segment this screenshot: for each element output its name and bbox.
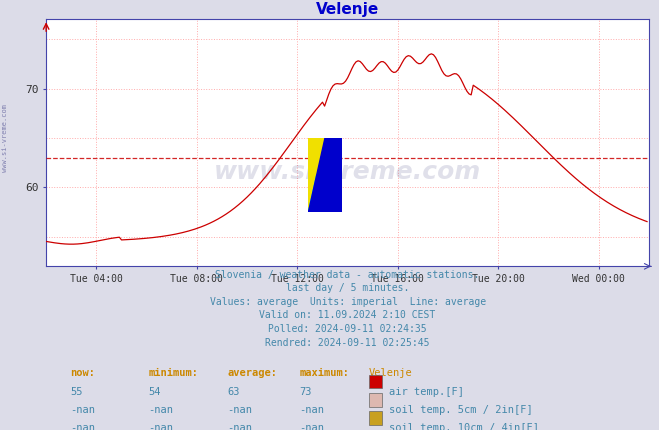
Bar — [369, 412, 382, 425]
Text: soil temp. 10cm / 4in[F]: soil temp. 10cm / 4in[F] — [389, 423, 539, 430]
Text: -nan: -nan — [71, 423, 96, 430]
Text: 63: 63 — [227, 387, 239, 396]
Text: -nan: -nan — [71, 405, 96, 415]
Bar — [369, 393, 382, 407]
Text: www.si-vreme.com: www.si-vreme.com — [214, 160, 481, 184]
Title: Velenje: Velenje — [316, 2, 379, 17]
Text: now:: now: — [71, 369, 96, 378]
Text: -nan: -nan — [149, 405, 173, 415]
Text: 55: 55 — [71, 387, 83, 396]
Text: 73: 73 — [299, 387, 312, 396]
Text: -nan: -nan — [227, 423, 252, 430]
Text: -nan: -nan — [149, 423, 173, 430]
Text: 54: 54 — [149, 387, 161, 396]
Text: www.si-vreme.com: www.si-vreme.com — [2, 104, 9, 172]
Text: Velenje: Velenje — [369, 369, 413, 378]
Text: minimum:: minimum: — [149, 369, 198, 378]
Text: soil temp. 5cm / 2in[F]: soil temp. 5cm / 2in[F] — [389, 405, 533, 415]
Text: -nan: -nan — [227, 405, 252, 415]
Text: air temp.[F]: air temp.[F] — [389, 387, 464, 396]
Text: -nan: -nan — [299, 405, 324, 415]
Text: Slovenia / weather data - automatic stations.
last day / 5 minutes.
Values: aver: Slovenia / weather data - automatic stat… — [210, 270, 486, 347]
Text: average:: average: — [227, 369, 277, 378]
Text: -nan: -nan — [299, 423, 324, 430]
Bar — [369, 375, 382, 388]
Text: maximum:: maximum: — [299, 369, 349, 378]
